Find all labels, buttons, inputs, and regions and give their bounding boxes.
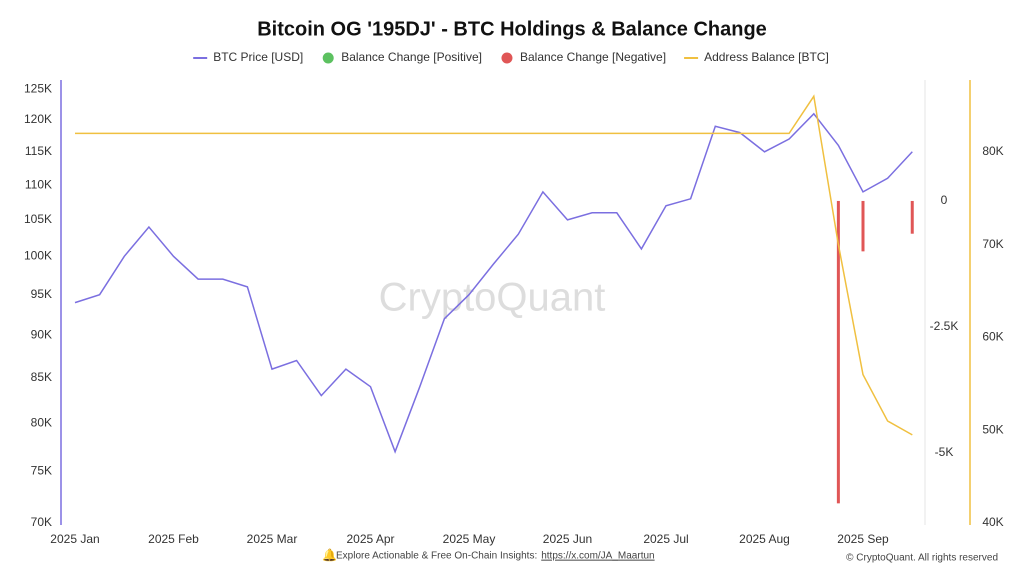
x-tick-label: 2025 Jul bbox=[643, 532, 688, 546]
y-tick-label: 95K bbox=[31, 287, 52, 301]
watermark: CryptoQuant bbox=[379, 276, 606, 320]
y3-tick-label: 80K bbox=[982, 144, 1003, 158]
y-tick-label: 125K bbox=[24, 82, 52, 96]
footer-text: Explore Actionable & Free On-Chain Insig… bbox=[336, 551, 537, 562]
y2-tick-label: 0 bbox=[941, 193, 948, 207]
x-tick-label: 2025 Apr bbox=[346, 532, 394, 546]
y-tick-label: 70K bbox=[31, 515, 52, 529]
y3-tick-label: 40K bbox=[982, 515, 1003, 529]
x-tick-label: 2025 Jan bbox=[50, 532, 99, 546]
series-line bbox=[75, 94, 913, 436]
legend-label: Address Balance [BTC] bbox=[704, 50, 829, 64]
y-tick-label: 90K bbox=[31, 327, 52, 341]
balance-bar bbox=[910, 200, 914, 234]
legend-marker bbox=[322, 52, 334, 64]
x-tick-label: 2025 May bbox=[443, 532, 496, 546]
series-line bbox=[74, 112, 913, 454]
x-tick-label: 2025 Jun bbox=[543, 532, 592, 546]
y-tick-label: 110K bbox=[25, 177, 52, 191]
legend-label: Balance Change [Negative] bbox=[520, 50, 666, 64]
y-tick-label: 75K bbox=[31, 464, 52, 478]
y3-tick-label: 70K bbox=[982, 237, 1003, 251]
y-tick-label: 85K bbox=[31, 370, 52, 384]
legend-label: Balance Change [Positive] bbox=[341, 50, 482, 64]
footer-link[interactable]: https://x.com/JA_Maartun bbox=[541, 551, 654, 562]
legend-marker bbox=[501, 52, 513, 64]
y-tick-label: 120K bbox=[24, 112, 52, 126]
x-tick-label: 2025 Aug bbox=[739, 532, 790, 546]
copyright: © CryptoQuant. All rights reserved bbox=[846, 553, 998, 564]
x-tick-label: 2025 Sep bbox=[837, 532, 889, 546]
y-tick-label: 80K bbox=[31, 415, 52, 429]
x-tick-label: 2025 Mar bbox=[247, 532, 298, 546]
balance-bar bbox=[861, 200, 865, 252]
legend-label: BTC Price [USD] bbox=[213, 50, 303, 64]
y-tick-label: 105K bbox=[24, 212, 52, 226]
chart-title: Bitcoin OG '195DJ' - BTC Holdings & Bala… bbox=[257, 18, 767, 40]
bell-icon: 🔔 bbox=[322, 548, 337, 562]
y2-tick-label: -2.5K bbox=[930, 319, 959, 333]
x-tick-label: 2025 Feb bbox=[148, 532, 199, 546]
y-tick-label: 115K bbox=[25, 144, 52, 158]
y2-tick-label: -5K bbox=[935, 445, 954, 459]
y3-tick-label: 60K bbox=[982, 330, 1003, 344]
y-tick-label: 100K bbox=[24, 249, 52, 263]
y3-tick-label: 50K bbox=[982, 422, 1003, 436]
balance-bar bbox=[836, 200, 840, 504]
